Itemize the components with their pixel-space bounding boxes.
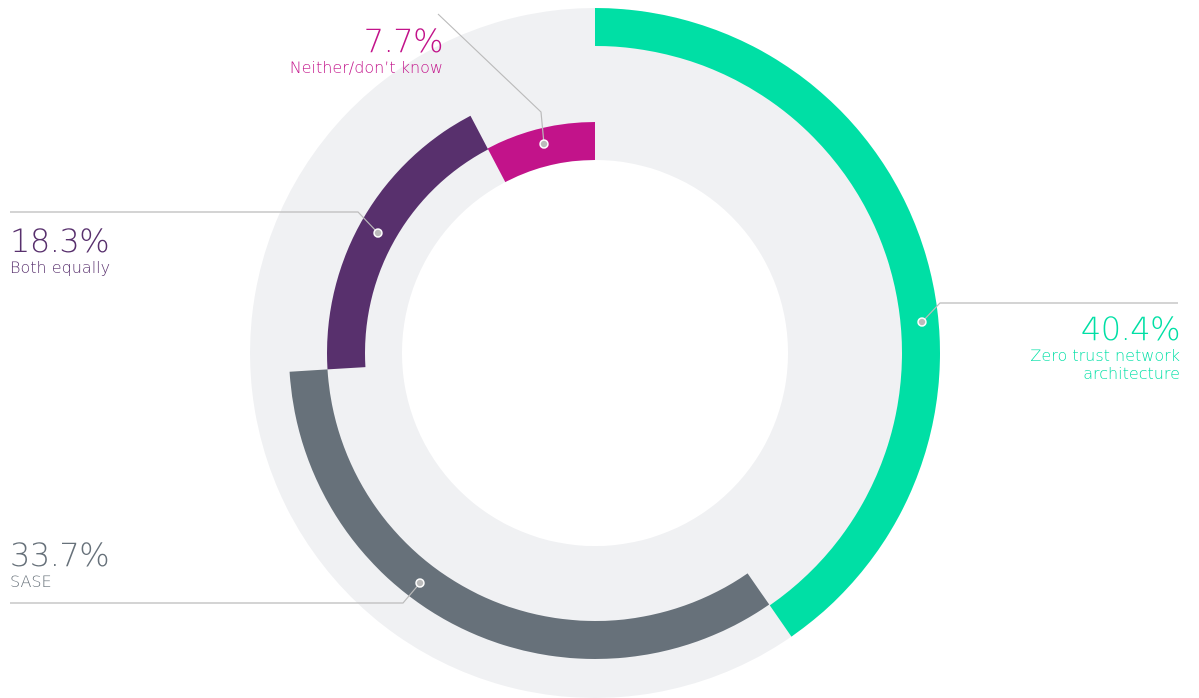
segment (327, 115, 489, 370)
category-label: Zero trust network architecture (1030, 346, 1180, 383)
leader-line (10, 582, 421, 604)
label: 7.7% Neither/don’t know (243, 22, 444, 78)
leader-dot (917, 317, 927, 327)
leader-line (437, 13, 545, 145)
leader-dot (415, 578, 425, 588)
segment (595, 8, 940, 637)
segment (289, 369, 770, 659)
value-label: 40.4% (1080, 310, 1181, 348)
label: 18.3% Both equally (10, 222, 111, 278)
category-label: SASE (10, 572, 52, 592)
label: 40.4% Zero trust network architecture (980, 310, 1181, 383)
category-label: Both equally (10, 258, 111, 278)
leader-line (10, 211, 379, 234)
label: 33.7% SASE (10, 536, 110, 592)
leader-line (921, 302, 1178, 323)
value-label: 18.3% (10, 222, 110, 260)
value-label: 7.7% (363, 22, 444, 60)
leader-dot (539, 139, 549, 149)
leader-dot (373, 228, 383, 238)
value-label: 33.7% (10, 536, 110, 574)
category-label: Neither/don’t know (289, 58, 443, 78)
center-hole (402, 160, 788, 546)
segment (487, 122, 595, 183)
